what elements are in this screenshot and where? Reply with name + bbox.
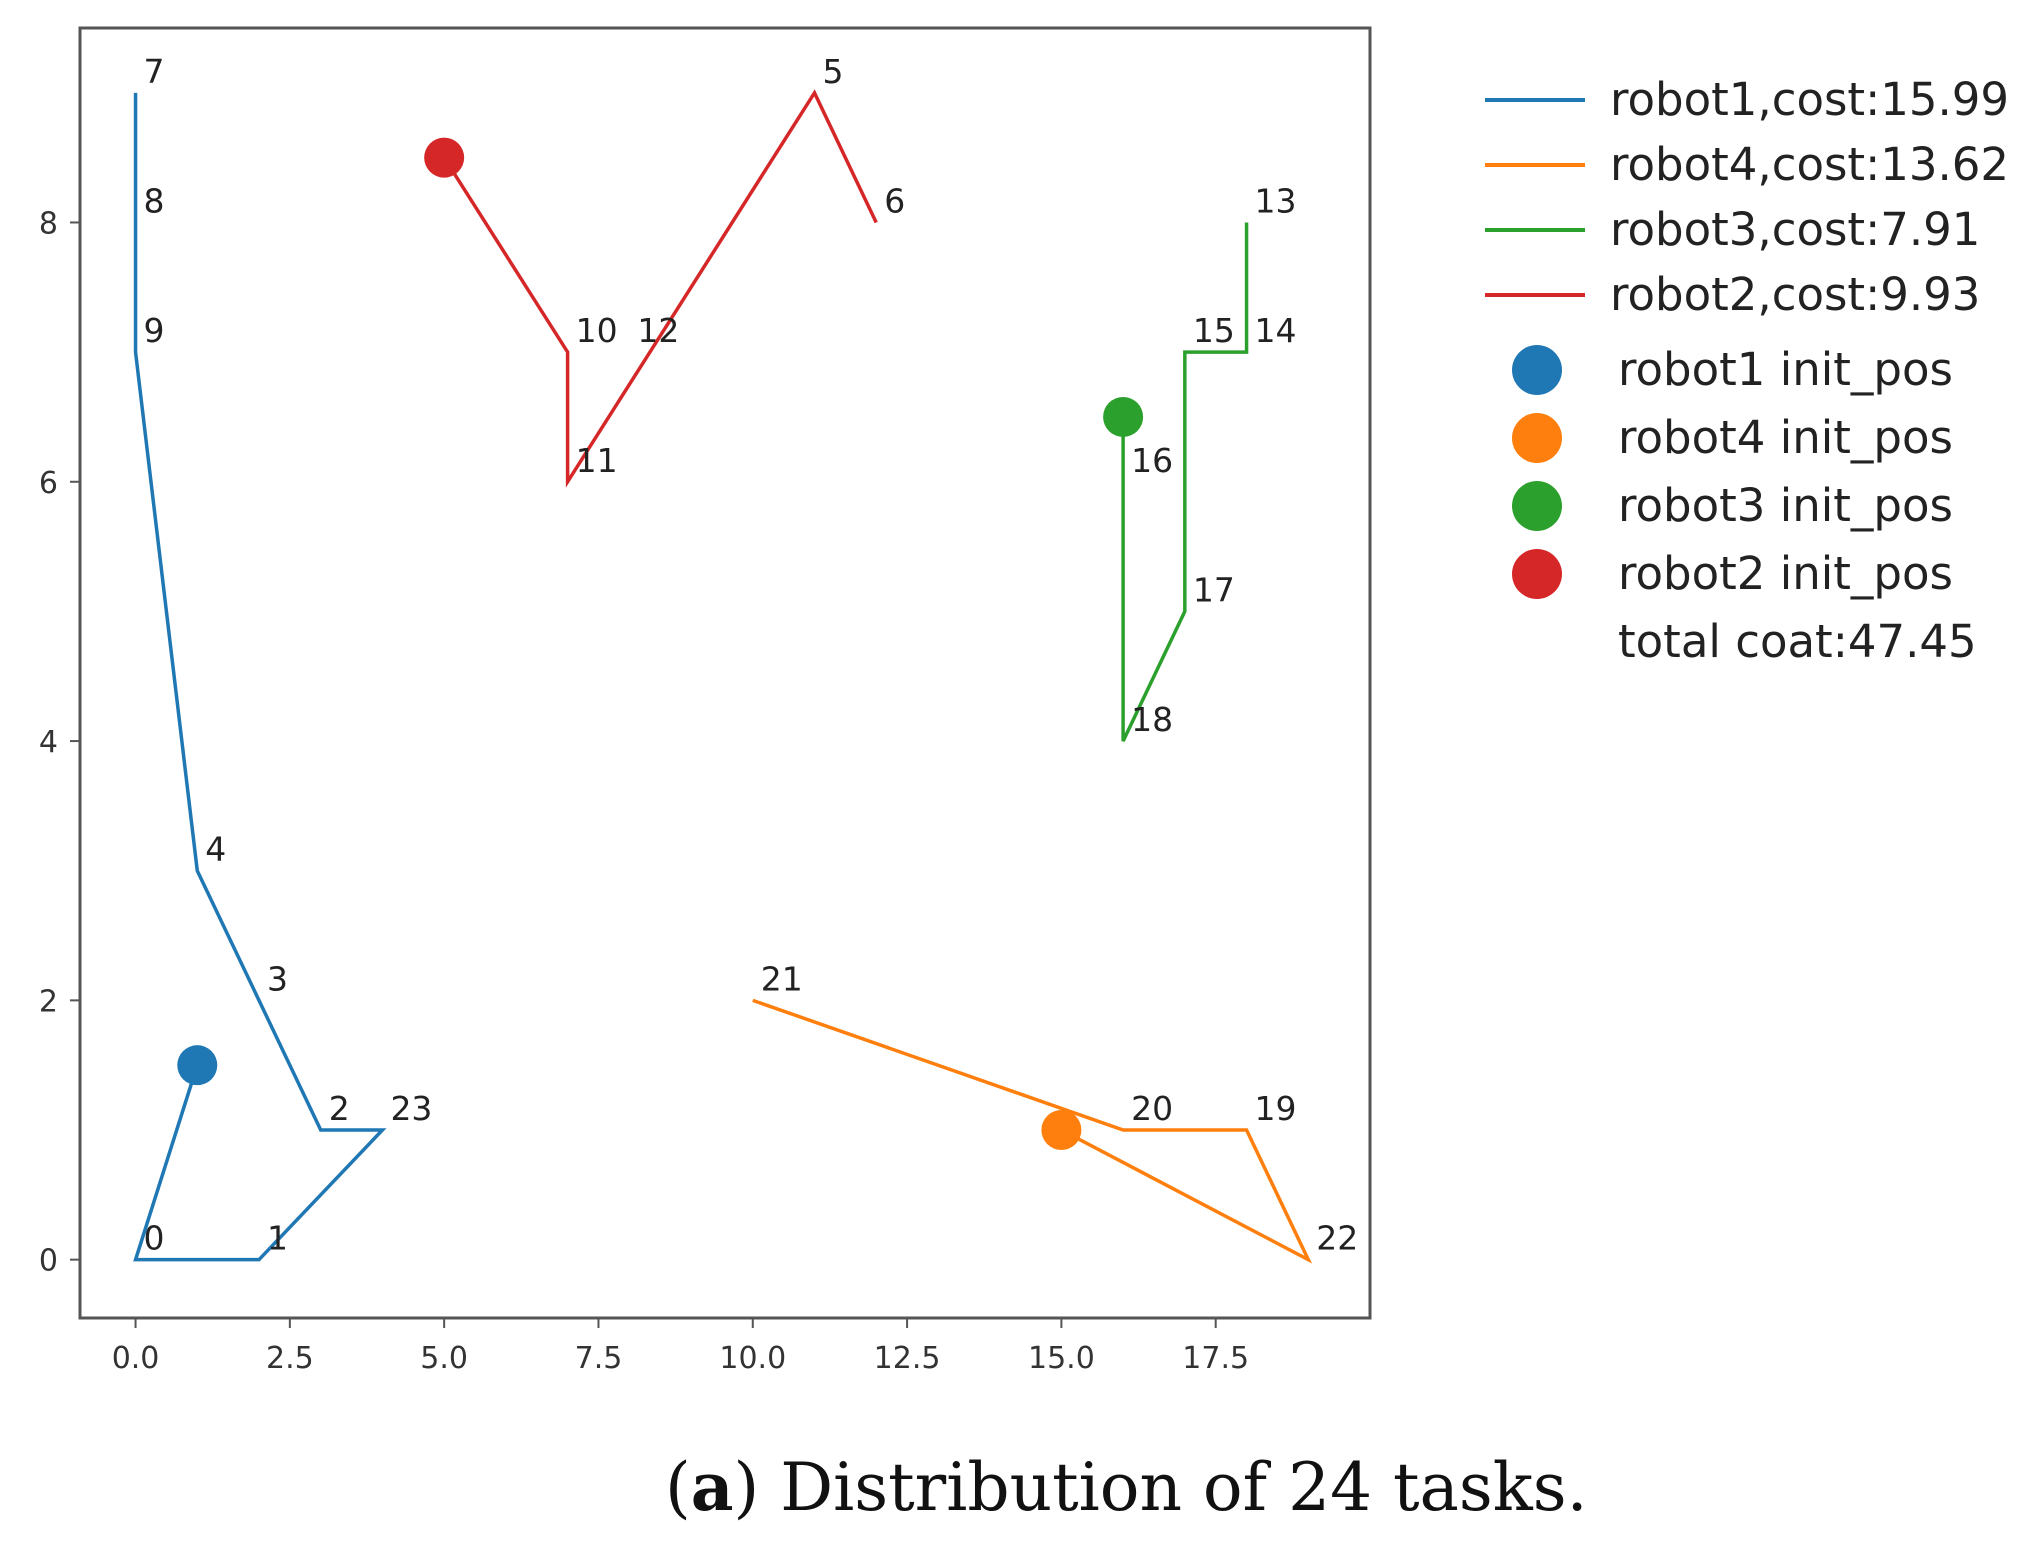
legend-total-cost: total coat:47.45 (1618, 615, 1977, 668)
task-point-label: 0 (144, 1219, 165, 1258)
legend-entry-label: robot4,cost:13.62 (1610, 138, 2009, 191)
task-point-label: 23 (390, 1089, 432, 1128)
task-point-label: 20 (1131, 1089, 1173, 1128)
legend-entry-label: robot3,cost:7.91 (1610, 203, 1980, 256)
task-point-label: 21 (761, 959, 803, 998)
y-tick-label: 4 (39, 725, 58, 760)
x-tick-label: 2.5 (266, 1341, 314, 1376)
task-point-label: 1 (267, 1219, 288, 1258)
y-axis: 0 2 4 6 8 (39, 206, 80, 1279)
task-point-label: 13 (1255, 181, 1297, 220)
init-position-marker (1103, 396, 1144, 437)
init-position-marker (1041, 1110, 1082, 1151)
task-point-label: 22 (1316, 1219, 1358, 1258)
series-line-robot-1 (133, 92, 387, 1262)
caption: (a) Distribution of 24 tasks. (665, 1448, 1588, 1526)
legend-entry-label: robot1 init_pos (1618, 343, 1953, 396)
task-point-label: 18 (1131, 700, 1173, 739)
series-line-robot-4 (442, 89, 878, 488)
task-point-label: 4 (205, 830, 226, 869)
task-point-label: 10 (576, 311, 618, 350)
task-point-label: 9 (144, 311, 165, 350)
series-line-robot-3 (1121, 222, 1249, 742)
caption-close-paren: ) (734, 1449, 760, 1526)
task-point-label: 3 (267, 959, 288, 998)
y-tick-label: 0 (39, 1244, 58, 1279)
plot-area (80, 28, 1370, 1318)
task-point-label: 16 (1131, 441, 1173, 480)
task-point-label: 15 (1193, 311, 1235, 350)
legend-entry-label: robot3 init_pos (1618, 479, 1953, 532)
legend-marker-swatch (1512, 345, 1562, 395)
legend-marker-swatch (1512, 481, 1562, 531)
x-tick-label: 7.5 (575, 1341, 623, 1376)
task-point-label: 12 (637, 311, 679, 350)
plot-frame (78, 26, 1372, 1320)
legend-marker-swatch (1512, 549, 1562, 599)
x-tick-label: 17.5 (1182, 1341, 1249, 1376)
y-tick-label: 6 (39, 466, 58, 501)
legend-marker-swatch (1512, 413, 1562, 463)
legend-entry-label: robot1,cost:15.99 (1610, 73, 2009, 126)
caption-open-paren: ( (665, 1449, 691, 1526)
task-point-label: 19 (1255, 1089, 1297, 1128)
task-point-label: 11 (576, 441, 618, 480)
init-position-markers (177, 137, 1144, 1151)
caption-text: Distribution of 24 tasks. (759, 1449, 1587, 1526)
task-point-label: 14 (1255, 311, 1297, 350)
task-point-label: 8 (144, 181, 165, 220)
caption-letter: a (691, 1448, 734, 1526)
x-tick-label: 10.0 (719, 1341, 786, 1376)
init-position-marker (424, 137, 465, 178)
task-point-label: 5 (822, 52, 843, 91)
x-tick-label: 0.0 (112, 1341, 160, 1376)
x-tick-label: 12.5 (874, 1341, 941, 1376)
task-point-label: 17 (1193, 570, 1235, 609)
legend-entry-label: robot2 init_pos (1618, 547, 1953, 600)
series-line-robot-2 (752, 998, 1313, 1264)
y-tick-label: 2 (39, 984, 58, 1019)
x-axis: 0.0 2.5 5.0 7.5 10.0 12.5 15.0 17.5 (112, 1318, 1249, 1376)
legend-entry-label: robot2,cost:9.93 (1610, 268, 1980, 321)
task-point-label: 6 (884, 181, 905, 220)
x-tick-label: 15.0 (1028, 1341, 1095, 1376)
task-point-label: 7 (144, 52, 165, 91)
legend-entry-label: robot4 init_pos (1618, 411, 1953, 464)
task-point-label: 2 (329, 1089, 350, 1128)
series-lines (133, 89, 1313, 1264)
y-tick-label: 8 (39, 206, 58, 241)
init-position-marker (177, 1045, 218, 1086)
x-tick-label: 5.0 (420, 1341, 468, 1376)
legend: robot1,cost:15.99 robot4,cost:13.62 robot3… (1485, 73, 2009, 668)
